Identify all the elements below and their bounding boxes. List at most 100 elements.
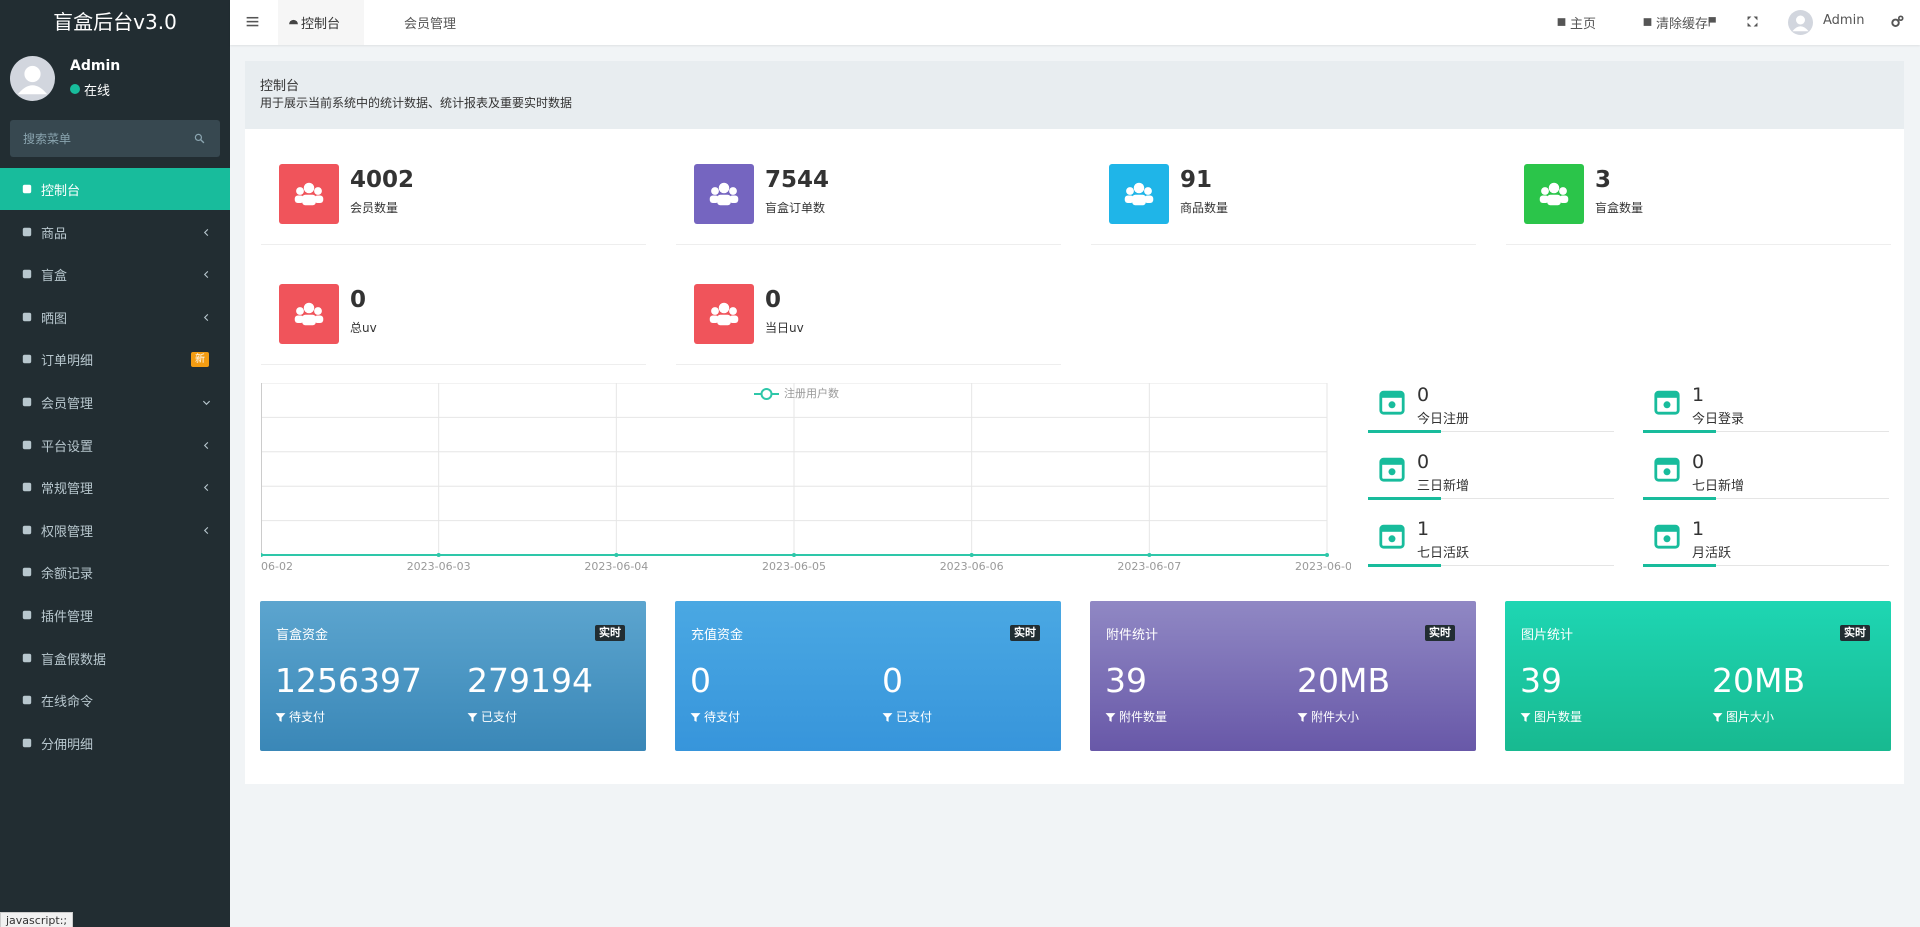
card-label: 已支付: [481, 710, 518, 724]
stat-card: 充值资金 实时 0 待支付 0 已支付: [675, 601, 1061, 751]
mini-label: 月活跃: [1692, 546, 1732, 561]
mini-label: 三日新增: [1417, 479, 1470, 494]
mini-label: 七日新增: [1692, 479, 1745, 494]
mini-divider: [1643, 498, 1889, 499]
menu-label: 余额记录: [41, 567, 94, 583]
card-item-icon: [690, 713, 701, 722]
menu-chevron: [203, 228, 209, 236]
mini-icon: [1379, 390, 1405, 415]
menu-item[interactable]: 订单明细 新: [0, 338, 230, 380]
menu-item[interactable]: 插件管理: [0, 594, 230, 636]
menu-icon: [22, 568, 32, 577]
menu-icon: [22, 355, 32, 364]
x-tick-label: 2023-06-06: [940, 560, 1004, 573]
top-user[interactable]: Admin: [1823, 13, 1865, 28]
menu-icon: [22, 397, 32, 407]
mini-progress: [1368, 564, 1441, 567]
mini-icon: [1654, 524, 1680, 549]
top-action[interactable]: 主页: [1556, 13, 1602, 33]
menu-item[interactable]: 常规管理: [0, 466, 230, 508]
menu-badge: 新: [191, 352, 209, 368]
x-tick-label: 2023-06-07: [1117, 560, 1181, 573]
fullscreen-icon[interactable]: [1747, 16, 1758, 27]
stat-label: 商品数量: [1180, 201, 1229, 215]
card-item-icon: [467, 713, 478, 722]
card-item-icon: [1520, 713, 1531, 722]
page-title: 控制台: [260, 79, 300, 94]
menu-item[interactable]: 盲盒假数据: [0, 637, 230, 679]
menu-label: 在线命令: [41, 695, 94, 711]
card-item-icon: [882, 713, 893, 722]
menu-icon: [22, 269, 32, 279]
menu-chevron: [203, 484, 209, 492]
card-title: 附件统计: [1106, 628, 1159, 643]
menu-item[interactable]: 商品: [0, 211, 230, 253]
menu-item[interactable]: 分佣明细: [0, 722, 230, 764]
mini-progress: [1643, 430, 1716, 433]
action-label: 清除缓存: [1656, 17, 1709, 32]
card-value: 39: [1105, 661, 1147, 700]
stat-card: 图片统计 实时 39 图片数量 20MB 图片大小: [1505, 601, 1891, 751]
search-box[interactable]: 搜索菜单: [10, 120, 220, 157]
menu-item[interactable]: 余额记录: [0, 551, 230, 593]
card-value: 20MB: [1297, 661, 1391, 700]
series-point: [1147, 553, 1152, 557]
top-action[interactable]: 清除缓存: [1642, 13, 1716, 33]
stat-divider: [676, 364, 1061, 365]
card-title: 充值资金: [691, 628, 744, 643]
sidebar: 盲盒后台v3.0 Admin 在线 搜索菜单 控制台 商品 盲盒 晒图 订单明细 新会员管理 平台设…: [0, 0, 230, 927]
settings-icon[interactable]: [1891, 15, 1904, 28]
mini-label: 今日注册: [1417, 412, 1470, 427]
x-tick-label: 2023-06-03: [407, 560, 471, 573]
stat-label: 盲盒数量: [1595, 201, 1644, 215]
page-subtitle: 用于展示当前系统中的统计数据、统计报表及重要实时数据: [260, 96, 573, 110]
nav-tab[interactable]: 控制台: [278, 0, 364, 45]
menu-icon: [22, 525, 32, 534]
stat-icon: [279, 284, 339, 344]
mini-progress: [1368, 430, 1441, 433]
card-badge: 实时: [1425, 625, 1455, 641]
menu-item[interactable]: 晒图: [0, 296, 230, 338]
x-tick-label: 2023-06-04: [584, 560, 648, 573]
menu-item[interactable]: 权限管理: [0, 509, 230, 551]
menu-item[interactable]: 在线命令: [0, 679, 230, 721]
stat-icon: [1524, 164, 1584, 224]
menu-item[interactable]: 平台设置: [0, 424, 230, 466]
stat-glyph: [1539, 182, 1569, 206]
mini-label: 今日登录: [1692, 412, 1745, 427]
stat-glyph: [1124, 182, 1154, 206]
menu-icon: [22, 653, 32, 662]
user-name: Admin: [70, 58, 121, 74]
menu-icon: [22, 610, 32, 620]
menu-label: 分佣明细: [41, 737, 94, 753]
tab-icon: [289, 19, 298, 25]
nav-tab[interactable]: 会员管理: [392, 0, 472, 45]
card-item-icon: [1105, 713, 1116, 722]
menu-label: 盲盒假数据: [41, 652, 107, 668]
card-label: 图片数量: [1534, 710, 1583, 724]
mini-progress: [1643, 564, 1716, 567]
menu-item[interactable]: 控制台: [0, 168, 230, 210]
stat-divider: [1091, 244, 1476, 245]
mini-value: 1: [1692, 518, 1705, 540]
menu-icon: [22, 695, 32, 705]
card-title: 图片统计: [1521, 628, 1574, 643]
menu-item[interactable]: 盲盒: [0, 253, 230, 295]
top-avatar: [1788, 10, 1813, 35]
user-avatar: [10, 56, 55, 101]
series-point: [436, 553, 441, 557]
mini-value: 0: [1417, 384, 1430, 406]
menu-item[interactable]: 会员管理: [0, 381, 230, 423]
menu-label: 权限管理: [41, 524, 94, 540]
mini-divider: [1643, 565, 1889, 566]
x-tick-label: 2023-06-05: [762, 560, 826, 573]
card-value: 0: [882, 661, 903, 700]
stat-card: 盲盒资金 实时 1256397 待支付 279194 已支付: [260, 601, 646, 751]
mini-value: 1: [1417, 518, 1430, 540]
mini-label: 七日活跃: [1417, 546, 1470, 561]
stat-glyph: [294, 182, 324, 206]
tab-label: 控制台: [301, 17, 341, 32]
menu-icon: [22, 184, 32, 194]
menu-label: 插件管理: [41, 610, 94, 625]
flag-icon[interactable]: [1707, 16, 1718, 27]
